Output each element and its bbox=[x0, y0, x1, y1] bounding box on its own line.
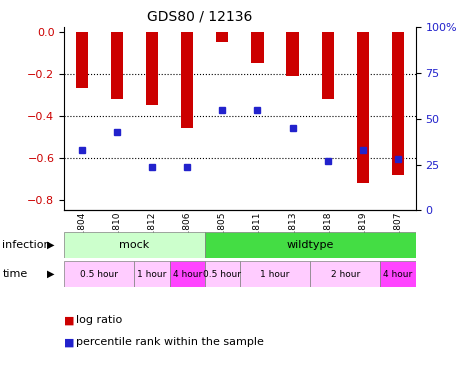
Text: 2 hour: 2 hour bbox=[331, 270, 360, 279]
Bar bbox=[286, 31, 299, 76]
Bar bbox=[111, 31, 123, 99]
Bar bbox=[251, 31, 264, 63]
Text: log ratio: log ratio bbox=[76, 315, 122, 325]
Bar bbox=[205, 261, 240, 287]
Text: ■: ■ bbox=[64, 315, 75, 325]
Bar bbox=[76, 31, 88, 89]
Bar bbox=[322, 31, 334, 99]
Text: GDS80 / 12136: GDS80 / 12136 bbox=[147, 9, 252, 23]
Bar bbox=[216, 31, 228, 42]
Bar bbox=[64, 261, 134, 287]
Bar bbox=[64, 232, 205, 258]
Text: ■: ■ bbox=[64, 337, 75, 347]
Text: ▶: ▶ bbox=[47, 240, 55, 250]
Bar bbox=[357, 31, 369, 183]
Text: 0.5 hour: 0.5 hour bbox=[80, 270, 118, 279]
Bar bbox=[181, 31, 193, 128]
Bar bbox=[380, 261, 416, 287]
Text: 1 hour: 1 hour bbox=[260, 270, 290, 279]
Text: infection: infection bbox=[2, 240, 51, 250]
Bar bbox=[392, 31, 404, 175]
Text: mock: mock bbox=[119, 240, 150, 250]
Text: 1 hour: 1 hour bbox=[137, 270, 167, 279]
Bar bbox=[146, 31, 158, 105]
Bar bbox=[240, 261, 310, 287]
Bar bbox=[170, 261, 205, 287]
Text: 4 hour: 4 hour bbox=[172, 270, 202, 279]
Bar bbox=[134, 261, 170, 287]
Text: 4 hour: 4 hour bbox=[383, 270, 413, 279]
Text: 0.5 hour: 0.5 hour bbox=[203, 270, 241, 279]
Bar bbox=[205, 232, 416, 258]
Bar bbox=[310, 261, 380, 287]
Text: wildtype: wildtype bbox=[286, 240, 334, 250]
Text: percentile rank within the sample: percentile rank within the sample bbox=[76, 337, 264, 347]
Text: time: time bbox=[2, 269, 28, 279]
Text: ▶: ▶ bbox=[47, 269, 55, 279]
